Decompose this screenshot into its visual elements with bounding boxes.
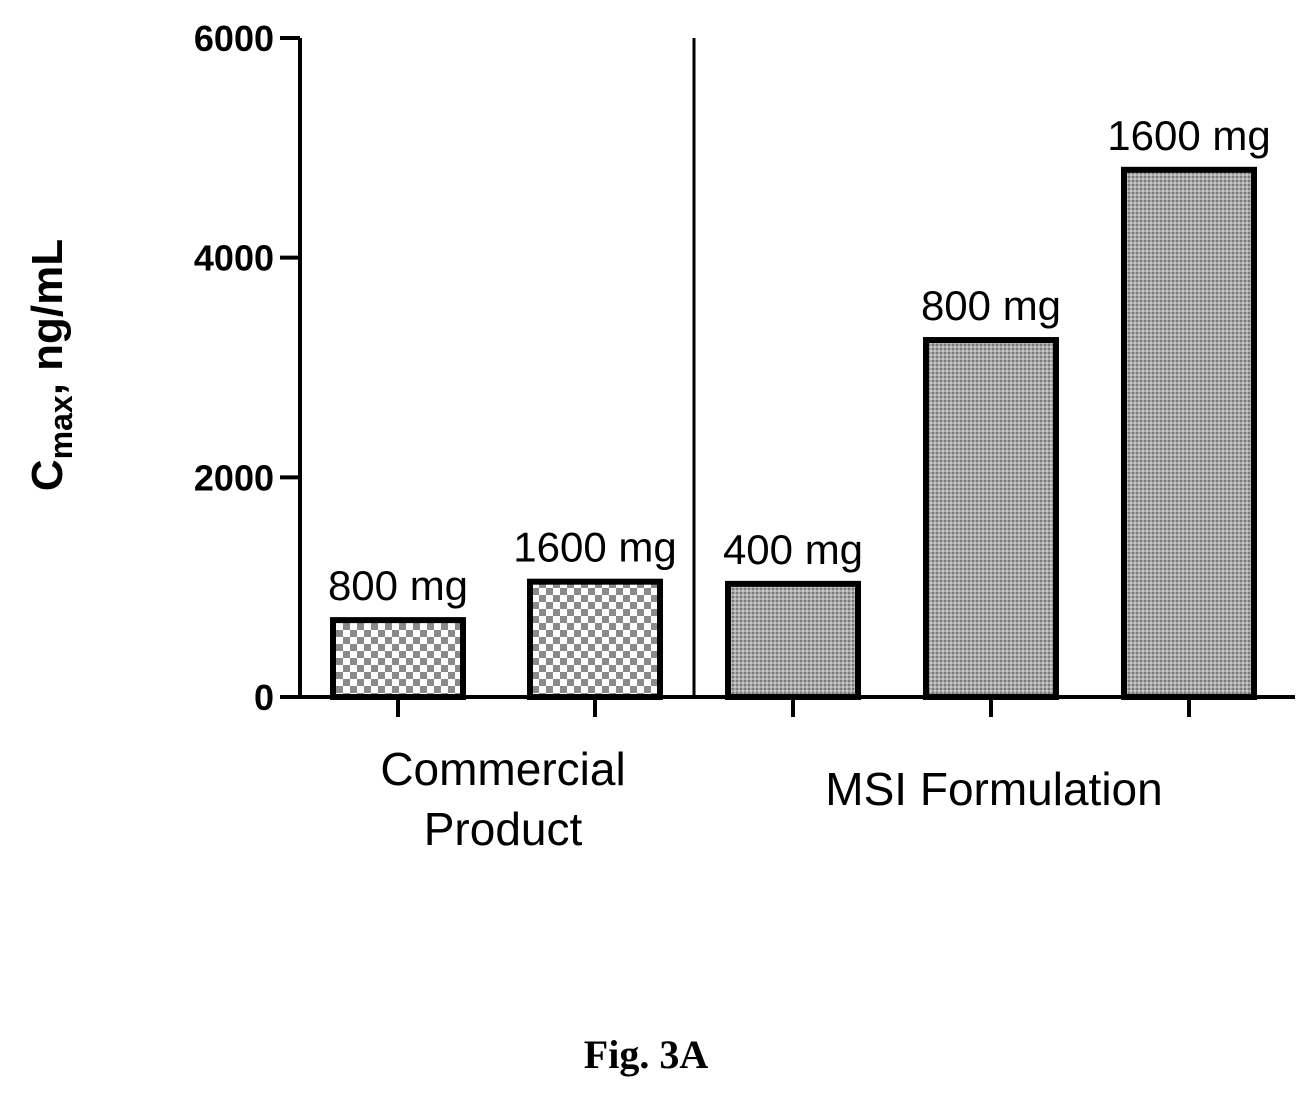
bar-label-3: 400 mg [723,526,863,573]
bar-label-1: 800 mg [328,562,468,609]
y-tick-label-2000: 2000 [194,457,274,498]
y-tick-label-6000: 6000 [194,18,274,59]
group-label-2-line-1: MSI Formulation [825,763,1162,815]
bar-label-4: 800 mg [921,282,1061,329]
bar-label-2: 1600 mg [513,524,676,571]
y-tick-label-4000: 4000 [194,238,274,279]
y-tick-label-0: 0 [254,677,274,718]
group-label-1-line-2: Product [424,803,583,855]
bar-2 [527,578,663,700]
y-axis-label-rest: , ng/mL [23,239,72,395]
y-axis-label-sub: max [43,395,79,459]
labels: 800 mg 1600 mg 400 mg 800 mg 1600 mg Commerci… [328,112,1271,855]
bar-label-5: 1600 mg [1107,112,1270,159]
group-label-1-line-1: Commercial [380,743,625,795]
y-axis-label: Cmax, ng/mL [23,239,79,491]
bar-1 [330,617,466,700]
bar-4 [923,337,1059,700]
bars [330,166,1257,701]
bar-3 [725,580,861,700]
y-axis-label-main: C [23,459,72,491]
bar-5 [1121,166,1257,701]
figure-caption: Fig. 3A [584,1032,709,1077]
